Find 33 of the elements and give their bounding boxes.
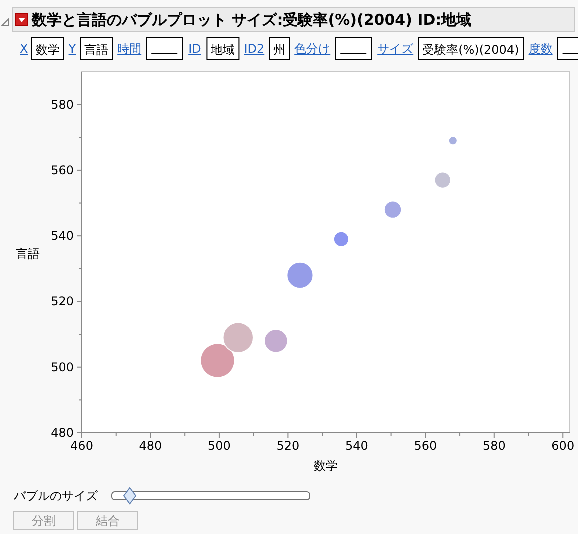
text: 結合 [95, 514, 120, 528]
y-tick-label: 580 [51, 98, 74, 112]
text: ID2 [244, 42, 265, 56]
x-tick-label: 540 [345, 439, 368, 453]
chart-title: 数学と言語のバブルプロット サイズ:受験率(%)(2004) ID:地域 [31, 11, 472, 29]
y-tick-label: 540 [51, 229, 74, 244]
x-tick-label: 460 [70, 439, 94, 453]
y-tick-label: 560 [51, 163, 74, 178]
text: 数学 [36, 43, 60, 57]
y-tick-label: 520 [51, 294, 74, 309]
y-axis-title: 言語 [16, 247, 40, 261]
text: 州 [274, 43, 286, 57]
x-tick-label: 520 [276, 439, 300, 453]
y-tick-label: 500 [51, 360, 74, 374]
text: サイズ [378, 42, 415, 56]
text: 言語 [84, 43, 109, 57]
x-axis-title: 数学 [314, 459, 338, 473]
text: ID [188, 42, 202, 56]
text: 度数 [528, 42, 553, 56]
text: 色分け [294, 42, 331, 56]
text: バブルのサイズ [13, 489, 99, 503]
x-tick-label: 580 [482, 439, 506, 453]
x-tick-label: 480 [139, 439, 162, 453]
x-tick-label: 560 [414, 439, 438, 453]
text: 受験率(%)(2004) [422, 43, 520, 57]
y-tick-label: 480 [51, 426, 74, 440]
text: 時間 [118, 42, 142, 56]
text: 分割 [32, 514, 56, 528]
x-tick-label: 500 [208, 439, 231, 453]
text: 地域 [210, 43, 236, 57]
text: Y [68, 42, 77, 56]
x-tick-label: 600 [552, 439, 575, 453]
text: X [20, 42, 28, 56]
